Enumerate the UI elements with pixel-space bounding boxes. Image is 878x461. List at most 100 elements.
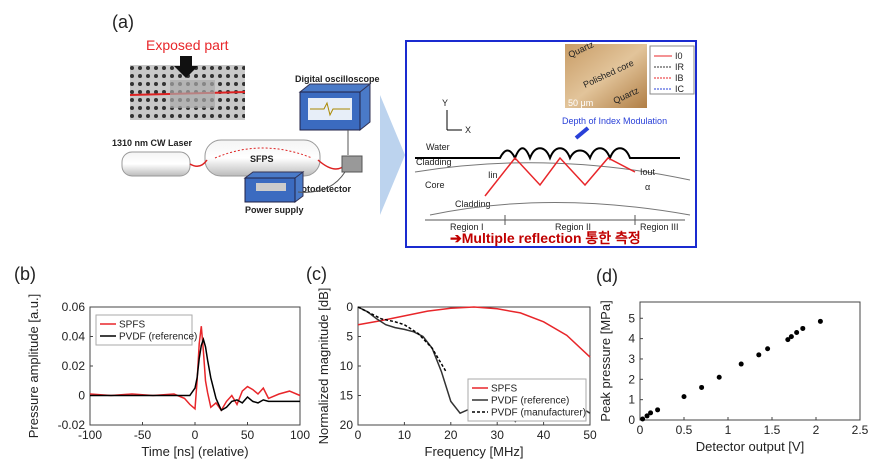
scope-trace	[310, 101, 350, 117]
point	[788, 334, 794, 340]
axis-x: X	[465, 125, 471, 135]
region-label: Region II	[555, 222, 591, 232]
x-tick-label: 10	[398, 428, 412, 442]
fiber-loop	[214, 147, 313, 159]
core-label: Core	[425, 180, 445, 190]
panel-label: (a)	[112, 12, 134, 32]
x-axis-label: Detector output [V]	[696, 439, 804, 454]
y-tick-label: 20	[340, 418, 354, 432]
psu-label: Power supply	[245, 205, 304, 215]
legend-label: IR	[675, 62, 685, 72]
big-arrow	[380, 95, 405, 215]
y-tick-label: 0.06	[62, 300, 86, 314]
legend	[95, 314, 193, 346]
point	[794, 330, 800, 336]
x-tick-label: -100	[78, 428, 102, 442]
point	[648, 410, 654, 416]
arrow	[174, 56, 198, 78]
laser-label: 1310 nm CW Laser	[112, 138, 193, 148]
series-line	[357, 306, 447, 373]
scale-bar: 50 μm	[568, 98, 593, 108]
point	[655, 407, 661, 413]
inset-box	[405, 40, 697, 248]
x-tick-label: 0	[192, 428, 199, 442]
y-tick-label: 0	[628, 413, 635, 427]
legend-label: I0	[675, 51, 683, 61]
y-axis-label: Peak pressure [MPa]	[598, 300, 613, 421]
point	[640, 416, 646, 422]
micrograph	[565, 44, 647, 108]
point	[756, 352, 762, 358]
point	[765, 346, 771, 352]
legend-label: SPFS	[491, 384, 517, 395]
exposed-region	[170, 80, 215, 108]
point	[817, 318, 823, 324]
y-tick-label: 0.02	[62, 359, 86, 373]
series-line	[357, 306, 591, 358]
x-tick-label: 40	[537, 428, 551, 442]
water-label: Water	[426, 142, 450, 152]
series-line	[90, 336, 300, 412]
y-tick-label: 3	[628, 352, 635, 366]
y-tick-label: 5	[628, 311, 635, 325]
depth-label: Depth of Index Modulation	[562, 116, 667, 126]
series-line	[89, 326, 301, 412]
panel-label: (c)	[306, 264, 327, 284]
region-label: Region I	[450, 222, 484, 232]
legend-label: IB	[675, 73, 684, 83]
core-boundary	[414, 162, 691, 181]
alpha-label: α	[645, 182, 650, 192]
y-axis-label: Pressure amplitude [a.u.]	[26, 294, 41, 439]
y-tick-label: 15	[340, 389, 354, 403]
legend-label: SPFS	[119, 320, 145, 331]
y-tick-label: 2	[628, 372, 635, 386]
x-tick-label: -50	[134, 428, 152, 442]
cladding-label: Cladding	[455, 199, 491, 209]
photodetector-label: Photodetector	[290, 184, 351, 194]
panel-label: (b)	[14, 264, 36, 284]
x-tick-label: 30	[491, 428, 505, 442]
x-tick-label: 2	[813, 423, 820, 437]
point	[699, 384, 705, 390]
sfps-label: SFPS	[250, 154, 274, 164]
x-tick-label: 1	[725, 423, 732, 437]
y-axis-label: Normalized magnitude [dB]	[316, 288, 331, 445]
point	[681, 394, 687, 400]
legend-label: IC	[675, 84, 685, 94]
x-tick-label: 50	[241, 428, 255, 442]
cable	[297, 171, 346, 193]
y-tick-label: 0	[346, 300, 353, 314]
oscilloscope-label: Digital oscilloscope	[295, 74, 380, 84]
inset-legend	[649, 45, 695, 95]
y-tick-label: 0	[78, 389, 85, 403]
legend-label: PVDF (reference)	[119, 332, 197, 343]
exposed-label: Exposed part	[146, 37, 229, 53]
plot-frame	[639, 301, 861, 421]
y-tick-label: -0.02	[58, 418, 86, 432]
point	[644, 413, 650, 419]
cladding-label: Cladding	[416, 157, 452, 167]
y-tick-label: 4	[628, 332, 635, 346]
scope-screen	[308, 98, 352, 120]
x-tick-label: 2.5	[852, 423, 869, 437]
iout-label: Iout	[640, 167, 656, 177]
x-tick-label: 0.5	[676, 423, 693, 437]
x-tick-label: 0	[637, 423, 644, 437]
reflection-path	[484, 156, 636, 197]
y-tick-label: 1	[628, 393, 635, 407]
cladding-boundary	[429, 202, 691, 216]
caption: ➔Multiple reflection 통한 측정	[450, 230, 641, 246]
panel-label: (d)	[596, 266, 618, 286]
x-tick-label: 0	[355, 428, 362, 442]
legend-label: PVDF (reference)	[491, 396, 569, 407]
x-tick-label: 1.5	[764, 423, 781, 437]
legend-label: PVDF (manufacturer)	[491, 408, 586, 419]
x-axis-label: Frequency [MHz]	[425, 444, 524, 459]
point	[716, 374, 722, 380]
iin-label: Iin	[488, 170, 498, 180]
psu-display	[256, 183, 286, 191]
photodetector	[341, 155, 363, 173]
x-tick-label: 20	[444, 428, 458, 442]
y-tick-label: 10	[340, 359, 354, 373]
point	[785, 337, 791, 343]
